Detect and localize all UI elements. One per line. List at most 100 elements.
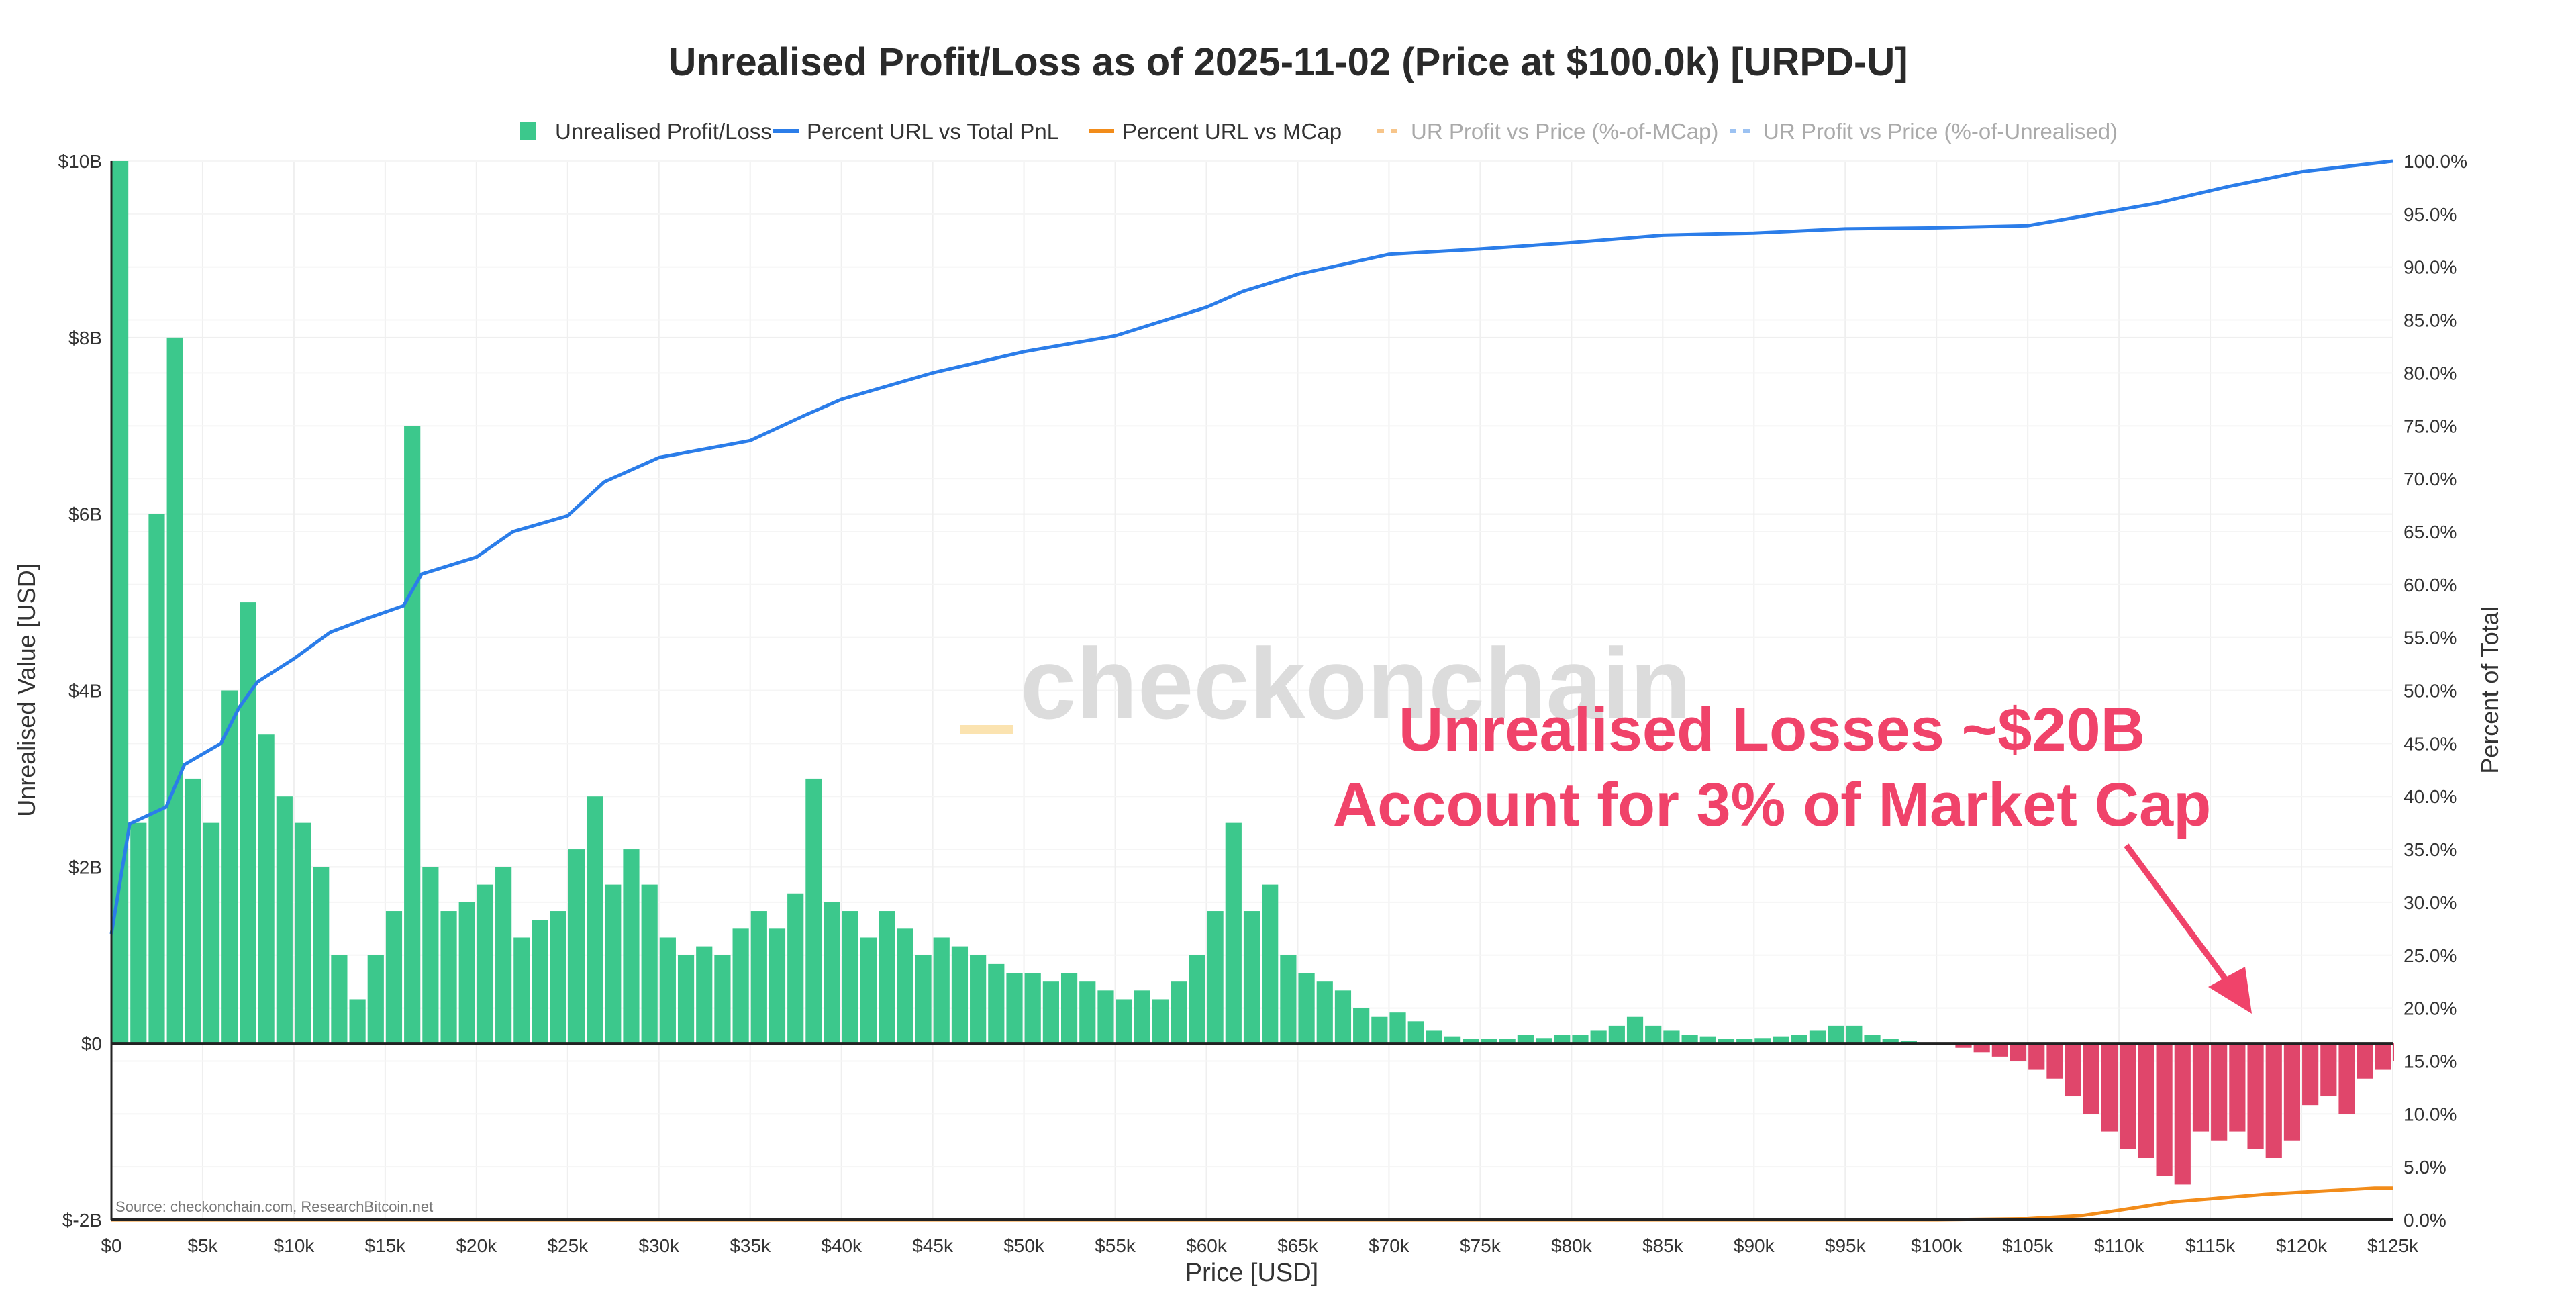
x-tick-label: $0 bbox=[101, 1235, 121, 1256]
loss-bar bbox=[2046, 1043, 2063, 1079]
y-tick-label: $4B bbox=[68, 681, 102, 702]
profit-bar bbox=[1444, 1036, 1461, 1044]
profit-bar bbox=[1736, 1039, 1753, 1044]
y2-tick-label: 70.0% bbox=[2404, 469, 2457, 489]
profit-bar bbox=[897, 928, 913, 1044]
legend-label[interactable]: Percent URL vs Total PnL bbox=[807, 119, 1059, 144]
y2-tick-label: 65.0% bbox=[2404, 522, 2457, 542]
y2-tick-label: 45.0% bbox=[2404, 733, 2457, 754]
profit-bar bbox=[1481, 1039, 1497, 1044]
y2-tick-label: 35.0% bbox=[2404, 839, 2457, 860]
y-tick-label: $2B bbox=[68, 857, 102, 877]
profit-bar bbox=[1006, 973, 1023, 1044]
y2-tick-label: 100.0% bbox=[2404, 151, 2467, 172]
legend-label[interactable]: Unrealised Profit/Loss bbox=[555, 119, 772, 144]
profit-bar bbox=[1042, 981, 1059, 1044]
legend-label[interactable]: Percent URL vs MCap bbox=[1122, 119, 1342, 144]
axes: $0 $5k $10k $15k $20k $25k $30k $35k $40k $45k $50… bbox=[58, 151, 2467, 1256]
loss-bar bbox=[2065, 1043, 2081, 1097]
profit-bar bbox=[933, 937, 950, 1044]
profit-bar bbox=[677, 955, 695, 1044]
y2-tick-label: 10.0% bbox=[2404, 1104, 2457, 1124]
y2-tick-label: 90.0% bbox=[2404, 257, 2457, 278]
profit-bar bbox=[1225, 822, 1242, 1044]
x-axis-label: Price [USD] bbox=[1185, 1259, 1318, 1287]
profit-bar bbox=[1791, 1035, 1807, 1044]
x-tick-label: $125k bbox=[2367, 1235, 2419, 1256]
profit-bar bbox=[1407, 1021, 1424, 1044]
x-tick-label: $60k bbox=[1186, 1235, 1228, 1256]
profit-bar bbox=[276, 796, 293, 1044]
profit-bar bbox=[970, 955, 987, 1044]
profit-bar bbox=[203, 822, 220, 1044]
profit-bar bbox=[732, 928, 749, 1044]
bars bbox=[112, 161, 2394, 1185]
profit-bar bbox=[1316, 981, 1333, 1044]
x-tick-label: $35k bbox=[730, 1235, 771, 1256]
profit-bar bbox=[1572, 1035, 1589, 1044]
x-tick-label: $90k bbox=[1734, 1235, 1775, 1256]
y2-tick-label: 50.0% bbox=[2404, 681, 2457, 702]
loss-bar bbox=[1991, 1043, 2008, 1057]
annotation-arrow bbox=[2124, 843, 2252, 1014]
profit-bar bbox=[331, 955, 348, 1044]
profit-bar bbox=[568, 849, 585, 1044]
profit-bar bbox=[1645, 1025, 1662, 1044]
loss-bar bbox=[2211, 1043, 2228, 1141]
x-tick-label: $55k bbox=[1095, 1235, 1136, 1256]
profit-bar bbox=[1262, 884, 1279, 1044]
profit-bar bbox=[1463, 1039, 1479, 1044]
y2-tick-label: 85.0% bbox=[2404, 310, 2457, 331]
profit-bar bbox=[1773, 1036, 1789, 1044]
profit-bar bbox=[1280, 955, 1297, 1044]
loss-bar bbox=[2156, 1043, 2173, 1176]
loss-bar bbox=[2192, 1043, 2210, 1132]
profit-bar bbox=[1663, 1030, 1680, 1044]
profit-bar bbox=[422, 867, 439, 1044]
profit-bar bbox=[586, 796, 603, 1044]
x-tick-label: $10k bbox=[274, 1235, 315, 1256]
profit-bar bbox=[130, 822, 147, 1044]
profit-bar bbox=[1134, 990, 1150, 1044]
profit-bar bbox=[550, 911, 566, 1044]
profit-bar bbox=[313, 867, 330, 1044]
annotation-line-1: Unrealised Losses ~$20B bbox=[1399, 696, 2145, 764]
y-tick-label: $0 bbox=[81, 1033, 102, 1054]
profit-bar bbox=[951, 946, 969, 1044]
x-tick-label: $120k bbox=[2276, 1235, 2328, 1256]
legend-label[interactable]: UR Profit vs Price (%-of-MCap) bbox=[1411, 119, 1718, 144]
x-tick-label: $110k bbox=[2094, 1235, 2144, 1256]
legend-label[interactable]: UR Profit vs Price (%-of-Unrealised) bbox=[1763, 119, 2118, 144]
profit-bar bbox=[879, 911, 895, 1044]
profit-bar bbox=[988, 963, 1005, 1044]
profit-bar bbox=[1334, 990, 1352, 1044]
loss-bar bbox=[2375, 1043, 2391, 1070]
profit-bar bbox=[1846, 1025, 1863, 1044]
profit-bar bbox=[1882, 1039, 1899, 1044]
profit-bar bbox=[1681, 1035, 1698, 1044]
y2-tick-label: 80.0% bbox=[2404, 363, 2457, 383]
profit-bar bbox=[750, 911, 767, 1044]
profit-bar bbox=[349, 999, 366, 1044]
x-tick-label: $20k bbox=[456, 1235, 497, 1256]
profit-bar bbox=[1024, 973, 1041, 1044]
y-axis-label: Unrealised Value [USD] bbox=[13, 563, 40, 817]
profit-bar bbox=[1718, 1039, 1735, 1044]
loss-bar bbox=[1955, 1043, 1972, 1048]
profit-bar bbox=[824, 902, 840, 1044]
x-tick-label: $105k bbox=[2002, 1235, 2054, 1256]
profit-bar bbox=[1079, 981, 1096, 1044]
y-tick-label: $8B bbox=[68, 328, 102, 348]
loss-bar bbox=[2028, 1043, 2045, 1070]
y2-tick-label: 30.0% bbox=[2404, 892, 2457, 913]
profit-bar bbox=[1389, 1012, 1406, 1044]
x-tick-label: $95k bbox=[1825, 1235, 1867, 1256]
y-tick-label: $10B bbox=[58, 151, 102, 172]
y2-axis-label: Percent of Total bbox=[2476, 606, 2504, 774]
x-tick-label: $65k bbox=[1277, 1235, 1319, 1256]
watermark-underscore bbox=[960, 725, 1013, 734]
x-tick-label: $85k bbox=[1642, 1235, 1684, 1256]
profit-bar bbox=[440, 911, 457, 1044]
profit-bar bbox=[1152, 999, 1169, 1044]
profit-bar bbox=[1828, 1025, 1844, 1044]
